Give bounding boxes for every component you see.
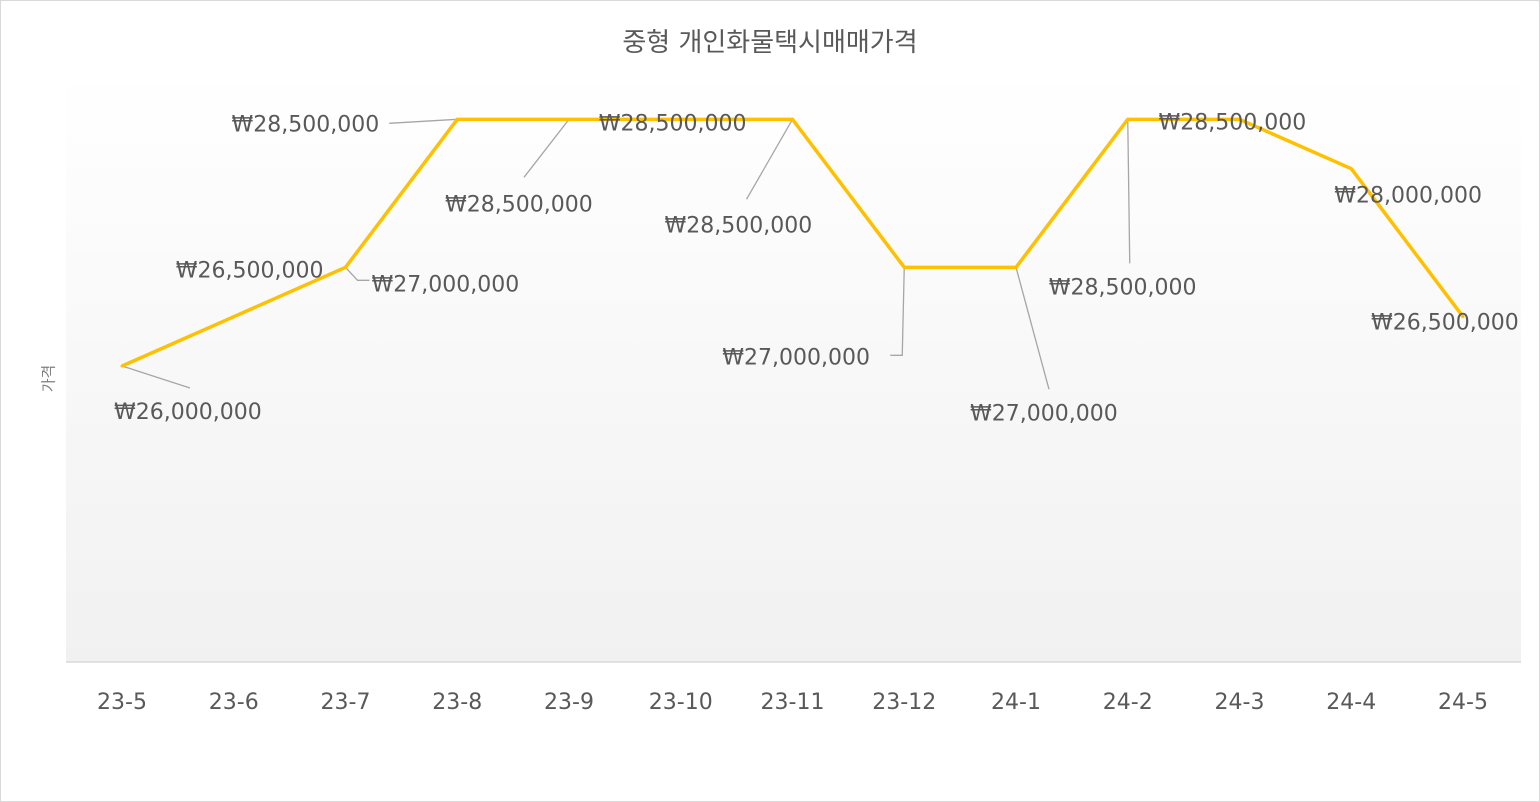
- x-tick-label: 24-5: [1438, 690, 1488, 715]
- x-tick-label: 24-3: [1215, 690, 1265, 715]
- data-point: [679, 117, 683, 121]
- data-labels: ₩26,000,000 ₩26,500,000 ₩27,000,000 ₩28,500…: [114, 110, 1519, 426]
- data-label: ₩28,500,000: [1159, 110, 1307, 135]
- x-tick-label: 23-5: [97, 690, 147, 715]
- leader-line: [523, 118, 570, 178]
- x-axis-ticks: 23-5 23-6 23-7 23-8 23-9 23-10 23-11 23-12 24-1 2…: [97, 690, 1488, 715]
- plot-area: [66, 70, 1521, 662]
- data-label: ₩28,500,000: [445, 192, 593, 217]
- data-point: [902, 265, 906, 269]
- data-point: [1126, 117, 1130, 121]
- data-point: [455, 117, 459, 121]
- data-point: [344, 265, 347, 269]
- leader-line: [121, 365, 191, 389]
- data-label: ₩27,000,000: [970, 401, 1118, 426]
- series-group: [120, 117, 1465, 368]
- data-point: [1238, 117, 1241, 121]
- leader-line: [1127, 119, 1131, 264]
- data-label: ₩28,000,000: [1334, 184, 1482, 209]
- data-label: ₩27,000,000: [722, 345, 870, 370]
- x-tick-label: 24-1: [991, 690, 1041, 715]
- chart-title: 중형 개인화물택시매매가격: [622, 28, 918, 58]
- data-label: ₩27,000,000: [372, 272, 520, 297]
- x-tick-label: 23-11: [761, 690, 825, 715]
- data-label: ₩28,500,000: [1049, 275, 1197, 300]
- leader-line: [745, 119, 794, 200]
- leader-lines: [121, 118, 1131, 390]
- x-tick-label: 23-10: [649, 690, 713, 715]
- leader-line: [389, 118, 458, 124]
- leader-line: [345, 266, 370, 281]
- x-tick-label: 24-4: [1326, 690, 1376, 715]
- x-tick-label: 23-12: [872, 690, 936, 715]
- data-label: ₩28,500,000: [232, 112, 380, 137]
- leader-line: [890, 267, 905, 356]
- data-point: [567, 117, 571, 121]
- data-label: ₩26,500,000: [1371, 311, 1519, 336]
- data-point: [120, 364, 124, 368]
- x-tick-label: 23-9: [544, 690, 594, 715]
- x-tick-label: 23-6: [209, 690, 259, 715]
- data-label: ₩26,500,000: [176, 259, 324, 284]
- data-point: [1014, 265, 1018, 269]
- data-point: [791, 117, 794, 121]
- data-label: ₩26,000,000: [114, 400, 262, 425]
- data-point: [1349, 167, 1353, 171]
- data-label: ₩28,500,000: [665, 213, 813, 238]
- x-tick-label: 23-8: [432, 690, 482, 715]
- data-point: [1461, 315, 1465, 319]
- data-point: [232, 315, 236, 319]
- leader-line: [1015, 267, 1050, 390]
- data-label: ₩28,500,000: [599, 111, 747, 136]
- x-tick-label: 23-7: [321, 690, 371, 715]
- x-tick-label: 24-2: [1103, 690, 1153, 715]
